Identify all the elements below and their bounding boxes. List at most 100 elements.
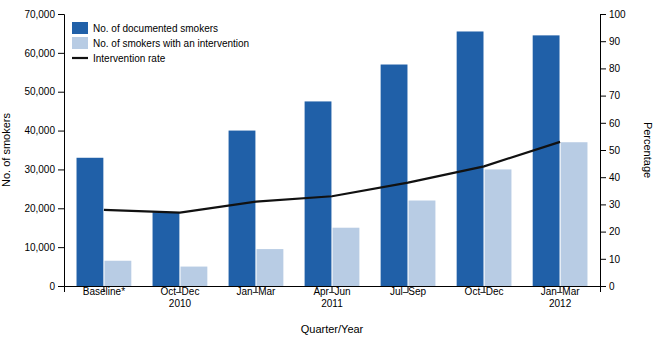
legend-swatch [72,57,88,59]
y2-tick-label: 20 [609,226,621,237]
y-axis-title: No. of smokers [0,113,12,187]
y2-tick-mark [600,204,606,205]
legend-item: No. of smokers with an intervention [72,37,249,49]
y2-tick: 50 [600,145,621,156]
y2-tick: 60 [600,118,621,129]
y2-tick: 80 [600,63,621,74]
bar-series [104,142,587,286]
y2-tick: 10 [600,254,621,265]
bar [181,267,208,286]
legend-label: No. of documented smokers [93,23,218,34]
bar [457,31,484,286]
x-tick: Jul–Sep [390,286,427,297]
y-tick-mark [58,208,64,209]
y-tick-mark [58,169,64,170]
x-tick: Apr–Jun2011 [313,286,350,309]
bar-series [77,31,560,286]
bar [533,35,560,286]
bar [104,261,131,286]
bar [561,142,588,286]
y-tick-label: 30,000 [24,164,55,175]
x-tick-label: Apr–Jun2011 [313,286,350,309]
y-tick-mark [58,131,64,132]
y2-tick-label: 60 [609,118,621,129]
y-tick-mark [58,92,64,93]
y2-tick: 40 [600,172,621,183]
y2-tick-label: 70 [609,90,621,101]
x-tick-label: Baseline* [83,286,125,297]
y-axis-line [58,15,65,287]
legend-label: Intervention rate [93,53,166,64]
y-tick: 40,000 [24,125,64,136]
bar [77,158,104,286]
y2-axis-line [601,15,607,287]
x-tick: Jan–Mar2012 [541,286,581,309]
y2-tick-mark [600,41,606,42]
y2-tick-mark [600,150,606,151]
y2-tick-mark [600,232,606,233]
y-tick-mark [58,247,64,248]
y-tick-label: 70,000 [24,9,55,20]
legend-item: Intervention rate [72,53,166,64]
y-tick: 30,000 [24,164,64,175]
bar [381,65,408,286]
bar [485,169,512,286]
y-tick-label: 10,000 [24,242,55,253]
y2-tick-mark [600,68,606,69]
y-tick: 50,000 [24,86,64,97]
y2-tick-mark [600,14,606,15]
y2-tick-mark [600,96,606,97]
y-tick-label: 40,000 [24,125,55,136]
y2-tick-mark [600,123,606,124]
y2-tick-label: 100 [609,9,626,20]
y2-tick-label: 90 [609,36,621,47]
y-tick-label: 20,000 [24,203,55,214]
y2-tick-mark [600,177,606,178]
x-tick-label: Jan–Mar [237,286,277,297]
bar [305,101,332,286]
y2-tick-mark [600,259,606,260]
y2-tick: 100 [600,9,626,20]
y2-tick: 30 [600,199,621,210]
y2-tick-label: 10 [609,254,621,265]
bar [153,212,180,286]
y2-tick-label: 40 [609,172,621,183]
x-tick: Jan–Mar [237,286,277,297]
y2-axis-title: Percentage [642,122,654,178]
y-tick-mark [58,286,64,287]
y2-axis: 0 10 20 30 40 50 60 70 80 90 100 [600,9,626,292]
bar [257,249,284,286]
y-tick-label: 0 [49,281,55,292]
y-axis: 0 10,000 20,000 30,000 40,000 50,000 60,000 70,… [24,9,64,292]
legend: No. of documented smokers No. of smokers … [72,22,249,64]
legend-swatch [72,37,88,49]
y-tick: 20,000 [24,203,64,214]
y2-tick: 90 [600,36,621,47]
y2-tick: 20 [600,226,621,237]
bar [409,201,436,286]
bar [333,228,360,286]
bar [229,131,256,286]
x-tick: Baseline* [83,286,125,297]
y-tick-label: 50,000 [24,86,55,97]
x-axis-title: Quarter/Year [301,323,364,335]
legend-item: No. of documented smokers [72,22,218,34]
y-tick: 10,000 [24,242,64,253]
plot-area [77,31,588,286]
x-axis: Baseline* Oct–Dec2010 Jan–Mar Apr–Jun2011 Ju… [65,286,601,309]
line [104,142,560,213]
y-tick-mark [58,14,64,15]
y-tick-mark [58,53,64,54]
legend-label: No. of smokers with an intervention [93,38,249,49]
y-tick: 0 [49,281,64,292]
x-tick: Oct–Dec2010 [160,286,199,309]
y2-tick-label: 30 [609,199,621,210]
y2-tick-mark [600,286,606,287]
y2-tick-label: 50 [609,145,621,156]
y2-tick-label: 80 [609,63,621,74]
y2-tick-label: 0 [609,281,615,292]
x-tick-label: Oct–Dec2010 [160,286,199,309]
y-tick: 70,000 [24,9,64,20]
y2-tick: 70 [600,90,621,101]
y-tick: 60,000 [24,48,64,59]
